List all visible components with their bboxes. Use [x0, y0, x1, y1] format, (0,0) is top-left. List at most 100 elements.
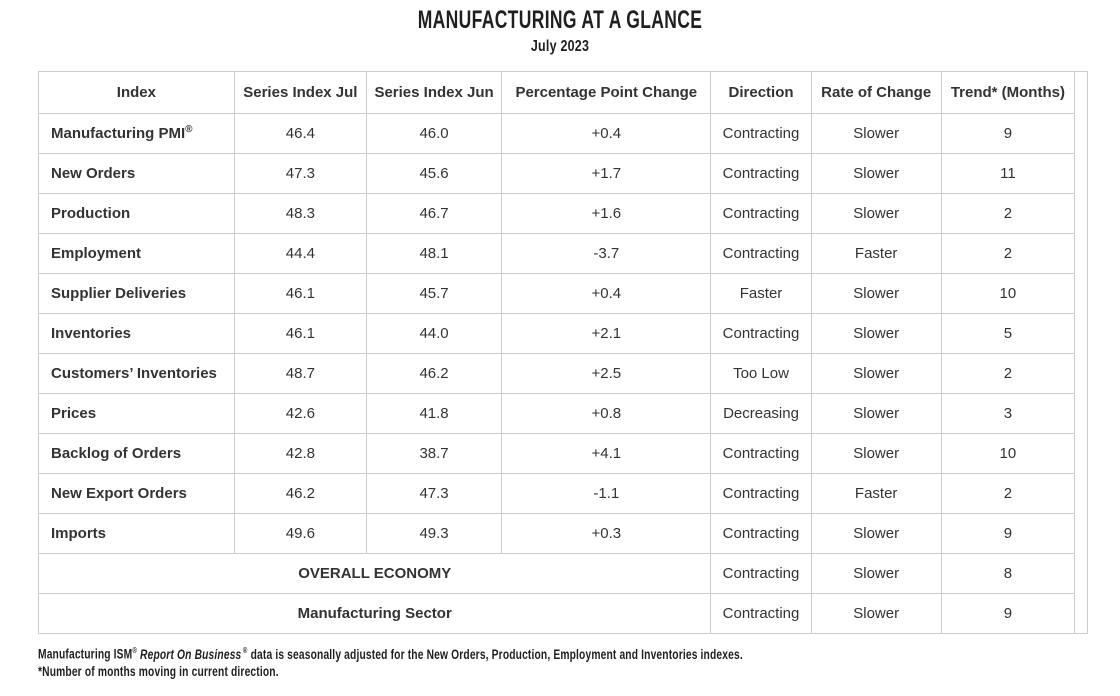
cell-series-jun: 46.0	[365, 113, 502, 154]
cell-change: -1.1	[501, 473, 711, 514]
cell-direction: Contracting	[710, 593, 812, 633]
cell-series-jul: 42.6	[233, 393, 367, 434]
cell-trend: 10	[940, 433, 1076, 474]
cell-index: New Orders	[39, 153, 235, 194]
cell-trend: 2	[940, 233, 1076, 274]
cell-series-jun: 49.3	[365, 513, 502, 554]
cell-change: +2.1	[501, 313, 711, 354]
cell-index: Manufacturing PMI®	[39, 113, 235, 154]
cell-direction: Contracting	[710, 233, 812, 274]
cell-index: Employment	[39, 233, 235, 274]
cell-rate: Slower	[810, 153, 942, 194]
table-row: Backlog of Orders 42.8 38.7 +4.1 Contrac…	[39, 433, 1076, 474]
footnote-line-2: *Number of months moving in current dire…	[38, 663, 279, 679]
cell-trend: 2	[940, 473, 1076, 514]
cell-index: Production	[39, 193, 235, 234]
cell-series-jun: 41.8	[365, 393, 502, 434]
cell-series-jul: 46.2	[233, 473, 367, 514]
cell-direction: Faster	[710, 273, 812, 314]
cell-series-jul: 46.1	[233, 313, 367, 354]
cell-index: Backlog of Orders	[39, 433, 235, 474]
registered-trademark-symbol: ®	[132, 646, 138, 655]
cell-direction: Decreasing	[710, 393, 812, 434]
summary-row-manufacturing-sector: Manufacturing Sector Contracting Slower …	[39, 593, 1076, 633]
table-row: Supplier Deliveries 46.1 45.7 +0.4 Faste…	[39, 273, 1076, 314]
cell-change: +0.4	[501, 113, 711, 154]
cell-change: -3.7	[501, 233, 711, 274]
footnote-line-1: Manufacturing ISM® Report On Business ® dat…	[38, 646, 743, 662]
cell-change: +0.8	[501, 393, 711, 434]
header-row: Index Series Index Jul Series Index Jun …	[39, 72, 1076, 114]
cell-direction: Contracting	[710, 193, 812, 234]
cell-rate: Slower	[810, 433, 942, 474]
cell-trend: 3	[940, 393, 1076, 434]
cell-rate: Slower	[810, 393, 942, 434]
cell-series-jun: 47.3	[365, 473, 502, 514]
column-header-direction: Direction	[710, 72, 812, 114]
cell-change: +0.4	[501, 273, 711, 314]
table-row: New Orders 47.3 45.6 +1.7 Contracting Sl…	[39, 153, 1076, 194]
cell-direction: Contracting	[710, 473, 812, 514]
cell-index: Customers’ Inventories	[39, 353, 235, 394]
cell-rate: Slower	[810, 513, 942, 554]
cell-trend: 9	[940, 513, 1076, 554]
cell-change: +4.1	[501, 433, 711, 474]
column-header-index: Index	[39, 72, 235, 114]
cell-series-jun: 38.7	[365, 433, 502, 474]
table-row: Inventories 46.1 44.0 +2.1 Contracting S…	[39, 313, 1076, 354]
table-row: Employment 44.4 48.1 -3.7 Contracting Fa…	[39, 233, 1076, 274]
cell-trend: 9	[940, 113, 1076, 154]
cell-series-jul: 48.7	[233, 353, 367, 394]
column-header-trend-months: Trend* (Months)	[940, 72, 1076, 114]
title-block: MANUFACTURING AT A GLANCE July 2023	[0, 6, 1120, 56]
cell-index: Supplier Deliveries	[39, 273, 235, 314]
summary-label: OVERALL ECONOMY	[39, 553, 711, 594]
cell-series-jul: 46.4	[233, 113, 367, 154]
page-subtitle: July 2023	[530, 38, 590, 55]
cell-direction: Contracting	[710, 153, 812, 194]
cell-rate: Slower	[810, 193, 942, 234]
report-on-business-italic: Report On Business	[140, 646, 242, 662]
cell-index: Inventories	[39, 313, 235, 354]
cell-rate: Slower	[810, 593, 942, 633]
column-header-series-index-jul: Series Index Jul	[233, 72, 367, 114]
footnotes: Manufacturing ISM® Report On Business ® dat…	[38, 642, 1120, 680]
cell-trend: 10	[940, 273, 1076, 314]
cell-series-jul: 49.6	[233, 513, 367, 554]
cell-series-jul: 47.3	[233, 153, 367, 194]
cell-series-jun: 45.7	[365, 273, 502, 314]
cell-index: Prices	[39, 393, 235, 434]
cell-trend: 5	[940, 313, 1076, 354]
cell-series-jun: 46.7	[365, 193, 502, 234]
table-row: Customers’ Inventories 48.7 46.2 +2.5 To…	[39, 353, 1076, 394]
column-header-rate-of-change: Rate of Change	[810, 72, 942, 114]
cell-trend: 8	[940, 553, 1076, 594]
table-row: Production 48.3 46.7 +1.6 Contracting Sl…	[39, 193, 1076, 234]
cell-trend: 11	[940, 153, 1076, 194]
cell-direction: Too Low	[710, 353, 812, 394]
page-title: MANUFACTURING AT A GLANCE	[417, 6, 703, 34]
cell-rate: Faster	[810, 233, 942, 274]
cell-trend: 2	[940, 353, 1076, 394]
cell-series-jul: 42.8	[233, 433, 367, 474]
cell-direction: Contracting	[710, 513, 812, 554]
cell-rate: Slower	[810, 113, 942, 154]
cell-index: Imports	[39, 513, 235, 554]
cell-change: +2.5	[501, 353, 711, 394]
registered-trademark-symbol: ®	[242, 646, 248, 655]
table-row: Prices 42.6 41.8 +0.8 Decreasing Slower …	[39, 393, 1076, 434]
cell-rate: Slower	[810, 353, 942, 394]
cell-series-jul: 46.1	[233, 273, 367, 314]
cell-direction: Contracting	[710, 113, 812, 154]
column-header-series-index-jun: Series Index Jun	[365, 72, 502, 114]
cell-series-jun: 46.2	[365, 353, 502, 394]
cell-series-jun: 48.1	[365, 233, 502, 274]
cell-direction: Contracting	[710, 433, 812, 474]
cell-rate: Slower	[810, 553, 942, 594]
cell-direction: Contracting	[710, 553, 812, 594]
registered-trademark-symbol: ®	[185, 124, 193, 135]
table-row: Manufacturing PMI® 46.4 46.0 +0.4 Contra…	[39, 113, 1076, 154]
cell-rate: Slower	[810, 273, 942, 314]
cell-rate: Faster	[810, 473, 942, 514]
summary-row-overall-economy: OVERALL ECONOMY Contracting Slower 8	[39, 553, 1076, 594]
